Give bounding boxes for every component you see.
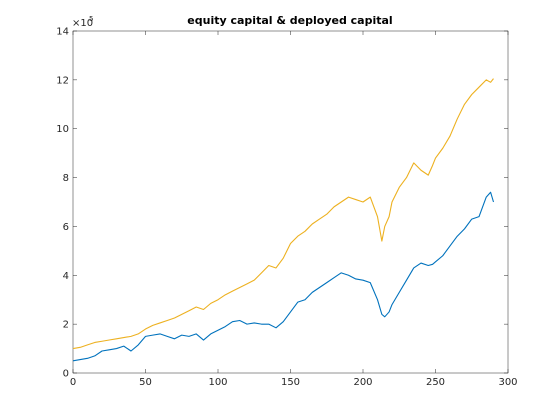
- x-tick-label: 150: [281, 377, 300, 388]
- y-multiplier-exponent: 5: [89, 15, 93, 23]
- plot-area: [72, 30, 509, 374]
- y-tick-label: 6: [63, 222, 69, 233]
- series-line-upper: [72, 78, 494, 350]
- chart-title: equity capital & deployed capital: [187, 14, 392, 27]
- series-lines: [72, 78, 495, 362]
- y-axis-exponent-label: ×10 5: [72, 15, 93, 29]
- y-tick-label: 8: [63, 173, 69, 184]
- y-multiplier-base: ×10: [72, 18, 93, 29]
- y-tick-label: 12: [56, 75, 69, 86]
- x-tick-label: 250: [426, 377, 445, 388]
- x-tick-label: 200: [353, 377, 372, 388]
- y-axis: 0 2 4 6 8 10 12 14: [56, 27, 508, 380]
- y-tick-label: 2: [63, 320, 69, 331]
- x-tick-label: 50: [139, 377, 152, 388]
- series-line-lower: [72, 191, 495, 362]
- x-axis: 0 50 100 150 200 250 300: [70, 31, 518, 388]
- y-tick-label: 10: [56, 124, 69, 135]
- y-tick-label: 0: [63, 369, 69, 380]
- y-tick-label: 4: [63, 271, 69, 282]
- x-tick-label: 100: [208, 377, 227, 388]
- x-tick-label: 0: [70, 377, 76, 388]
- x-tick-label: 300: [498, 377, 517, 388]
- y-tick-label: 14: [56, 27, 69, 38]
